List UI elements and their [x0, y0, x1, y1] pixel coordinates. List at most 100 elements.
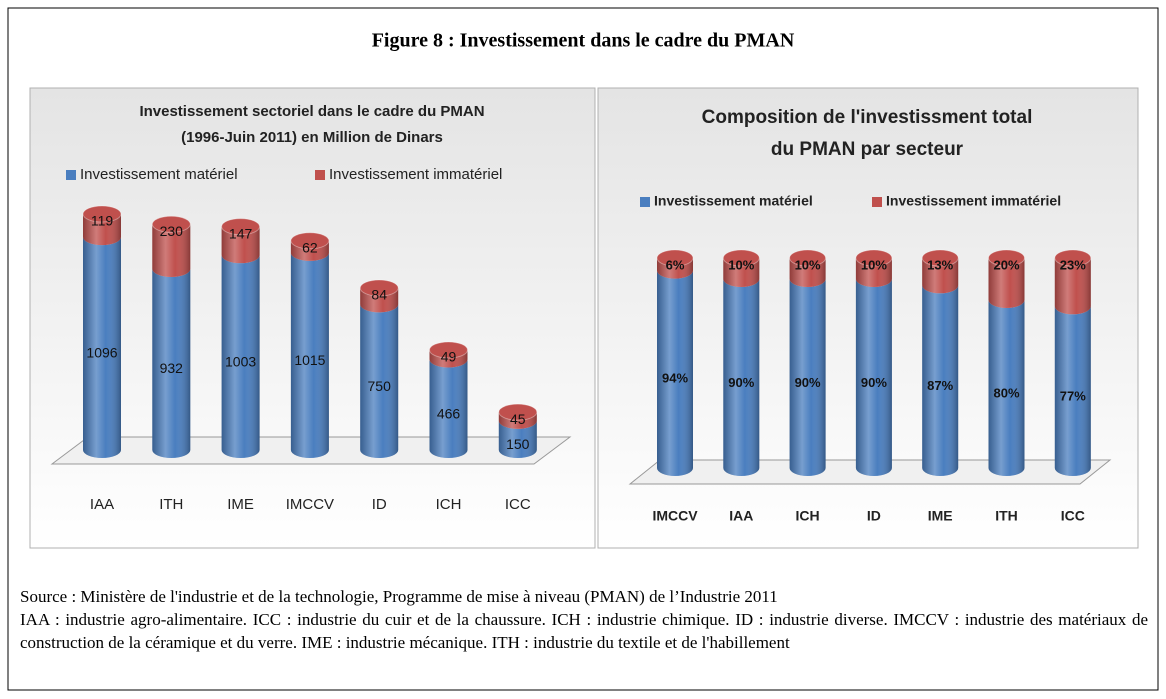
x-tick-label: ICH [796, 508, 820, 524]
legend-swatch [640, 197, 650, 207]
bar-top [429, 341, 468, 359]
bar-shading [657, 270, 693, 476]
bar-shading [498, 420, 537, 458]
x-tick-label: IME [227, 496, 254, 513]
bar-top [921, 249, 959, 267]
bar-top [789, 249, 827, 267]
chart-title: (1996-Juin 2011) en Million de Dinars [181, 129, 443, 146]
data-label: 1096 [86, 344, 117, 360]
bar-top [221, 218, 261, 236]
chart-title: Investissement sectoriel dans le cadre d… [139, 103, 484, 120]
bar-shading [1054, 306, 1091, 476]
x-tick-label: ICH [436, 496, 462, 513]
bar-shading [922, 258, 959, 294]
bar-shading [723, 279, 760, 476]
notes: IAA : industrie agro-alimentaire. ICC : … [20, 610, 1148, 652]
data-label: 932 [160, 360, 184, 376]
bar-shading [723, 258, 760, 287]
bar-top [82, 205, 122, 223]
bar-shading [657, 258, 693, 279]
data-label: 10% [795, 257, 821, 272]
data-label: 23% [1060, 257, 1086, 272]
bar-shading [83, 214, 121, 246]
bar-shading [789, 279, 826, 476]
bar-shading [360, 304, 399, 458]
legend-label: Investissement matériel [654, 193, 813, 209]
bar-shading [290, 240, 329, 261]
bar-top [1054, 249, 1092, 267]
data-label: 230 [160, 223, 184, 239]
x-tick-label: IMCCV [652, 508, 698, 524]
x-tick-label: ID [867, 508, 881, 524]
data-label: 84 [371, 287, 387, 303]
x-tick-label: IME [928, 508, 953, 524]
data-label: 119 [91, 213, 114, 229]
legend-label: Investissement matériel [80, 166, 238, 183]
legend-label: Investissement immatériel [329, 166, 502, 183]
bar-top [656, 249, 694, 267]
data-label: 1015 [294, 352, 325, 368]
legend-swatch [66, 170, 76, 180]
bar-shading [855, 258, 892, 287]
bar-shading [152, 224, 191, 277]
x-tick-label: ID [372, 496, 387, 513]
x-tick-label: IMCCV [286, 496, 334, 513]
bar-top [498, 403, 538, 421]
bar-shading [221, 255, 260, 458]
source-block: Source : Ministère de l'industrie et de … [20, 585, 1148, 654]
legend-swatch [872, 197, 882, 207]
bar-top [151, 215, 191, 233]
bar-top [359, 279, 399, 297]
bar-shading [429, 349, 468, 368]
chart-title: du PMAN par secteur [771, 139, 964, 160]
data-label: 10% [728, 257, 754, 272]
data-label: 10% [861, 257, 887, 272]
legend-swatch [315, 170, 325, 180]
data-label: 90% [795, 375, 821, 390]
data-label: 49 [441, 349, 457, 365]
x-tick-label: ITH [995, 508, 1018, 524]
x-tick-label: IAA [90, 496, 114, 513]
bar-shading [429, 359, 468, 458]
source: Source : Ministère de l'industrie et de … [20, 587, 778, 606]
bar-shading [988, 258, 1025, 308]
data-label: 87% [927, 378, 953, 393]
bar-shading [498, 412, 537, 429]
x-tick-label: ICC [1061, 508, 1085, 524]
data-label: 750 [368, 378, 392, 394]
bar-top [988, 249, 1025, 267]
bar-shading [221, 226, 260, 264]
bar-top [290, 232, 330, 250]
data-label: 147 [229, 225, 253, 241]
x-tick-label: IAA [729, 508, 753, 524]
bar-shading [855, 279, 892, 476]
bar-shading [922, 285, 959, 476]
bar-shading [789, 258, 826, 287]
data-label: 94% [662, 371, 688, 386]
data-label: 62 [302, 240, 318, 256]
chart-title: Composition de l'investissment total [702, 107, 1033, 128]
x-tick-label: ICC [505, 496, 531, 513]
bar-top [722, 249, 760, 267]
x-tick-label: ITH [159, 496, 183, 513]
data-label: 150 [506, 436, 530, 452]
data-label: 77% [1060, 389, 1086, 404]
data-label: 6% [666, 257, 685, 272]
data-label: 466 [437, 405, 461, 421]
bar-shading [83, 237, 121, 458]
data-label: 90% [861, 375, 887, 390]
data-label: 80% [993, 385, 1019, 400]
data-label: 20% [993, 257, 1019, 272]
legend-label: Investissement immatériel [886, 193, 1061, 209]
data-label: 45 [510, 411, 526, 427]
data-label: 13% [927, 257, 953, 272]
bar-shading [988, 300, 1025, 476]
figure-title: Figure 8 : Investissement dans le cadre … [372, 30, 795, 52]
data-label: 1003 [225, 353, 256, 369]
bar-shading [360, 288, 399, 313]
data-label: 90% [728, 375, 754, 390]
bar-shading [1054, 258, 1091, 315]
bar-shading [290, 252, 329, 458]
